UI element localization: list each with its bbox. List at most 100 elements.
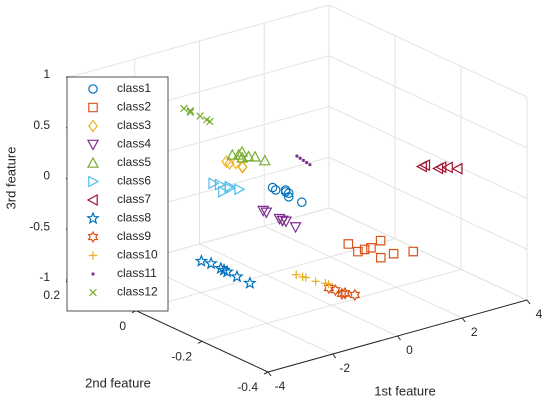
legend-label: class6 [117,174,151,188]
marker [258,154,271,166]
marker [224,180,236,193]
marker [359,244,370,255]
marker [270,185,281,195]
y-tick-label: 0 [119,319,126,333]
legend-marker [89,288,97,297]
marker [196,112,204,120]
marker [279,216,293,228]
marker [301,273,311,282]
legend-marker [88,251,98,260]
legend-marker [91,272,95,276]
marker [218,185,230,198]
marker [366,243,376,253]
marker [375,235,386,246]
grid-line [328,4,528,98]
x-tick-label: -4 [275,379,286,393]
marker [234,183,246,196]
marker [236,151,249,163]
y-tick [197,340,203,344]
marker [353,246,363,257]
legend-marker [86,211,100,225]
marker [221,155,232,169]
marker [206,117,214,126]
marker [232,148,245,160]
x-tick [461,317,466,323]
x-tick-label: 0 [406,343,413,357]
grid-line [201,268,462,342]
marker [323,281,335,295]
z-tick-label: 1 [43,67,50,81]
marker [220,264,235,278]
marker [441,161,453,174]
marker [289,222,302,234]
marker [276,215,289,227]
grid-line [135,238,396,312]
marker [419,159,431,172]
z-tick-label: -0.5 [29,219,50,233]
x-tick [267,371,272,377]
y-axis-label: 2nd feature [85,375,151,390]
legend-marker [88,102,98,113]
marker [231,156,242,170]
marker [295,154,299,158]
marker [311,277,320,286]
marker [180,104,188,113]
grid-line [69,4,330,78]
marker [257,205,270,217]
y-tick-label: -0.2 [171,350,192,364]
z-tick-label: -1 [39,270,50,284]
legend-marker [88,119,98,133]
grid-line [264,225,463,319]
marker [208,177,220,190]
legend-marker [88,84,98,94]
marker [408,246,419,257]
marker [329,284,341,297]
marker [451,162,463,175]
legend-label: class1 [117,81,151,95]
x-tick [526,299,531,305]
marker [280,185,291,195]
y-tick-label: 0.2 [43,288,60,302]
legend-marker [86,139,100,151]
y-tick-label: -0.4 [237,380,258,394]
marker [301,158,306,162]
grid-line [328,207,528,301]
legend-box [66,76,169,312]
marker [267,182,278,193]
legend-label: class4 [117,137,151,151]
marker [283,188,294,199]
legend-label: class12 [117,285,158,299]
x-tick [332,353,337,359]
marker [388,248,399,259]
x-tick-label: 2 [471,325,478,339]
marker [248,150,262,162]
marker [343,239,354,249]
x-tick [397,335,401,341]
marker [375,252,386,263]
marker [204,256,218,270]
legend-label: class5 [117,155,151,169]
marker [230,269,244,283]
legend-marker [86,193,98,207]
legend-label: class7 [117,192,151,206]
marker [305,160,309,165]
x-tick-label: -2 [339,361,350,375]
legend-label: class11 [117,266,157,280]
x-axis-label: 1st feature [374,383,435,398]
marker [243,275,257,289]
z-tick-label: 0.5 [33,118,50,132]
marker [339,286,351,300]
grid-line [328,55,528,149]
marker [298,156,302,160]
legend-label: class8 [117,211,151,225]
legend-label: class2 [117,100,151,114]
y-tick [263,371,269,375]
marker [226,148,239,160]
legend-label: class9 [117,229,151,243]
marker [296,197,307,208]
x-tick-label: 4 [536,307,543,321]
z-axis-label: 3rd feature [3,147,18,210]
marker [260,207,273,219]
legend-marker [88,175,100,188]
marker [186,108,195,117]
